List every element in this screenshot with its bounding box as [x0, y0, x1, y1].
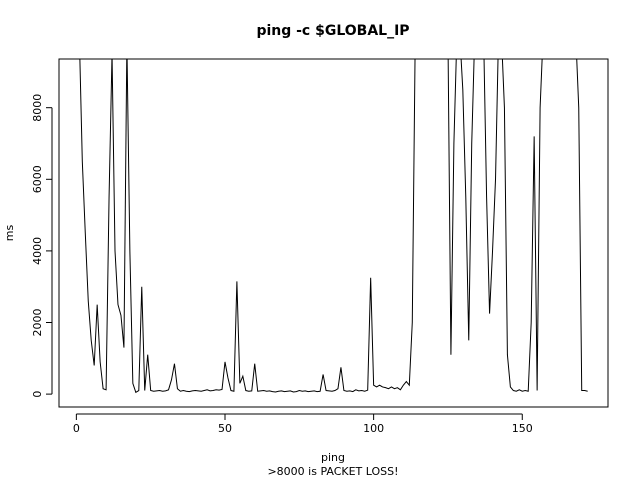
y-tick-label: 0	[31, 391, 44, 398]
data-line	[79, 59, 588, 394]
chart-title: ping -c $GLOBAL_IP	[256, 23, 409, 39]
subtitle: >8000 is PACKET LOSS!	[267, 465, 398, 478]
x-axis-label: ping	[321, 451, 345, 464]
plot-frame	[58, 58, 609, 408]
y-tick-label: 4000	[31, 237, 44, 265]
y-axis-label: ms	[3, 225, 16, 242]
x-tick-label: 100	[363, 422, 384, 435]
x-tick-label: 0	[73, 422, 80, 435]
x-tick-label: 150	[512, 422, 533, 435]
y-tick-label: 8000	[31, 94, 44, 122]
y-tick-label: 2000	[31, 309, 44, 337]
x-tick-label: 50	[218, 422, 232, 435]
y-tick-label: 6000	[31, 165, 44, 193]
